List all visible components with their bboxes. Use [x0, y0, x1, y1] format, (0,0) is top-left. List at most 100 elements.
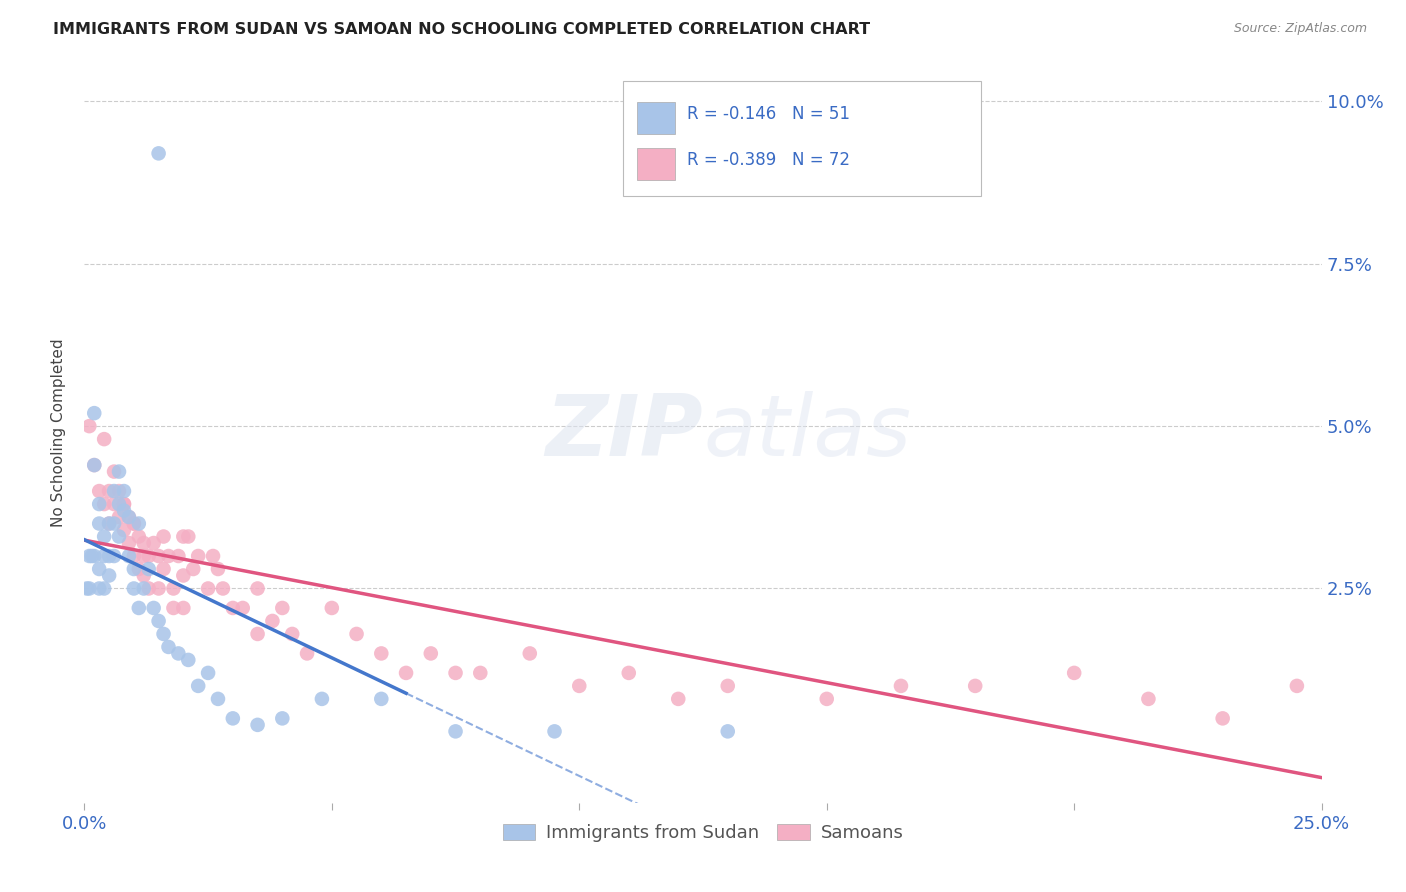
Point [112, 503, 135, 517]
Point [103, 497, 125, 511]
Point [103, 549, 125, 563]
Point [543, 724, 565, 739]
Text: atlas: atlas [703, 391, 911, 475]
Point [118, 510, 141, 524]
Point [103, 484, 125, 499]
Point [152, 562, 174, 576]
Text: Source: ZipAtlas.com: Source: ZipAtlas.com [1233, 22, 1367, 36]
Point [112, 484, 135, 499]
Point [419, 647, 441, 661]
Point [118, 549, 141, 563]
Point [187, 549, 209, 563]
Point [162, 582, 184, 596]
Point [93, 497, 115, 511]
Point [89, 562, 111, 576]
Point [148, 549, 170, 563]
Point [128, 601, 150, 615]
Point [568, 679, 591, 693]
Point [138, 562, 160, 576]
Point [519, 647, 541, 661]
Point [108, 465, 131, 479]
Point [281, 627, 304, 641]
Legend: Immigrants from Sudan, Samoans: Immigrants from Sudan, Samoans [495, 816, 911, 849]
Point [177, 653, 200, 667]
Text: R = -0.389   N = 72: R = -0.389 N = 72 [688, 151, 849, 169]
Point [93, 529, 115, 543]
Point [122, 549, 145, 563]
Point [232, 601, 254, 615]
Point [222, 601, 245, 615]
Point [346, 627, 368, 641]
Point [93, 432, 115, 446]
Point [444, 724, 467, 739]
Point [187, 679, 209, 693]
Point [172, 529, 194, 543]
Point [1285, 679, 1308, 693]
Point [395, 665, 418, 680]
Point [98, 484, 121, 499]
Point [83, 549, 105, 563]
Point [470, 665, 492, 680]
Bar [637, 148, 675, 180]
Point [717, 724, 740, 739]
Point [815, 692, 838, 706]
Point [181, 562, 204, 576]
Point [132, 536, 155, 550]
Point [197, 582, 219, 596]
Point [83, 406, 105, 420]
Point [212, 582, 235, 596]
Bar [637, 103, 675, 135]
Point [207, 692, 229, 706]
Point [122, 516, 145, 531]
Point [128, 562, 150, 576]
Point [93, 549, 115, 563]
Point [172, 601, 194, 615]
Point [112, 523, 135, 537]
Point [122, 516, 145, 531]
Point [128, 516, 150, 531]
Point [108, 497, 131, 511]
Point [717, 679, 740, 693]
Point [112, 497, 135, 511]
Point [132, 582, 155, 596]
Text: IMMIGRANTS FROM SUDAN VS SAMOAN NO SCHOOLING COMPLETED CORRELATION CHART: IMMIGRANTS FROM SUDAN VS SAMOAN NO SCHOO… [53, 22, 870, 37]
Point [202, 549, 225, 563]
Point [122, 562, 145, 576]
Point [370, 647, 392, 661]
Point [177, 529, 200, 543]
Point [108, 510, 131, 524]
Point [108, 529, 131, 543]
Point [89, 516, 111, 531]
Point [197, 665, 219, 680]
Point [162, 601, 184, 615]
Point [108, 484, 131, 499]
Point [118, 510, 141, 524]
Point [93, 582, 115, 596]
Point [246, 718, 269, 732]
Point [103, 465, 125, 479]
Point [167, 647, 190, 661]
Y-axis label: No Schooling Completed: No Schooling Completed [51, 338, 66, 527]
Point [246, 582, 269, 596]
Point [167, 549, 190, 563]
Point [444, 665, 467, 680]
Point [83, 458, 105, 472]
Point [262, 614, 284, 628]
Point [142, 536, 165, 550]
Point [148, 582, 170, 596]
Point [666, 692, 689, 706]
Text: R = -0.146   N = 51: R = -0.146 N = 51 [688, 105, 849, 123]
Point [172, 568, 194, 582]
Point [98, 516, 121, 531]
Point [138, 549, 160, 563]
Point [89, 497, 111, 511]
Point [1063, 665, 1085, 680]
Point [76, 582, 98, 596]
Point [1137, 692, 1160, 706]
Point [138, 582, 160, 596]
Point [122, 582, 145, 596]
Point [98, 516, 121, 531]
Point [98, 549, 121, 563]
Point [207, 562, 229, 576]
Point [132, 568, 155, 582]
